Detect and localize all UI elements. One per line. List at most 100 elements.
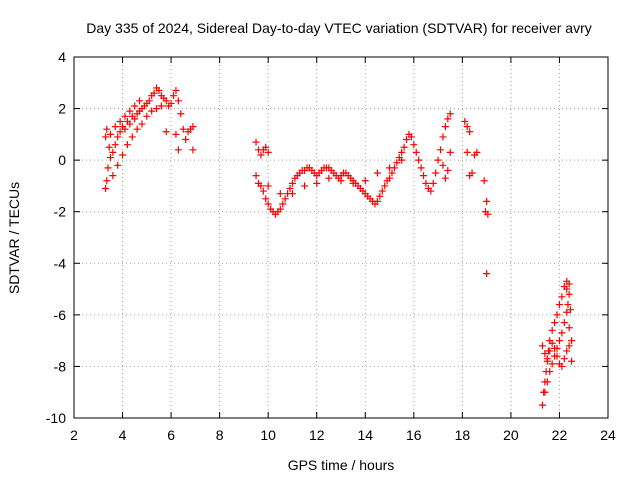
data-point bbox=[109, 172, 117, 180]
data-point bbox=[288, 179, 296, 187]
data-point bbox=[468, 169, 476, 177]
data-point bbox=[104, 164, 112, 172]
data-point bbox=[128, 133, 136, 141]
data-point bbox=[444, 115, 452, 123]
x-tick-label: 20 bbox=[503, 427, 519, 443]
data-point bbox=[463, 123, 471, 131]
data-point bbox=[361, 177, 369, 185]
data-point bbox=[563, 347, 571, 355]
data-point bbox=[412, 148, 420, 156]
data-point bbox=[111, 123, 119, 131]
data-point bbox=[136, 97, 144, 105]
data-point bbox=[398, 156, 406, 164]
tick-layer: 2 4 6 8 10 12 14 16 18 20 22 24-10-8-6-4-2024 bbox=[46, 49, 616, 443]
x-tick-label: 2 bbox=[70, 427, 78, 443]
data-point bbox=[548, 360, 556, 368]
data-point bbox=[560, 355, 568, 363]
data-point bbox=[177, 110, 185, 118]
data-point bbox=[102, 133, 110, 141]
data-point bbox=[422, 179, 430, 187]
data-point bbox=[103, 177, 111, 185]
data-point bbox=[288, 190, 296, 198]
data-point bbox=[546, 347, 554, 355]
data-point bbox=[257, 182, 265, 190]
data-point bbox=[123, 141, 131, 149]
data-point bbox=[410, 141, 418, 149]
x-tick-label: 22 bbox=[552, 427, 568, 443]
data-point bbox=[393, 159, 401, 167]
data-point bbox=[313, 179, 321, 187]
data-point bbox=[558, 362, 566, 370]
data-point bbox=[157, 102, 165, 110]
data-point bbox=[121, 112, 129, 120]
data-point bbox=[439, 133, 447, 141]
data-point bbox=[116, 117, 124, 125]
data-point bbox=[553, 352, 561, 360]
data-point bbox=[126, 120, 134, 128]
data-point bbox=[373, 197, 381, 205]
data-point bbox=[281, 195, 289, 203]
x-tick-label: 12 bbox=[309, 427, 325, 443]
data-point bbox=[386, 174, 394, 182]
y-axis-label: SDTVAR / TECUs bbox=[6, 182, 22, 294]
data-point bbox=[133, 125, 141, 133]
data-point bbox=[114, 133, 122, 141]
data-point bbox=[116, 128, 124, 136]
x-tick-label: 8 bbox=[216, 427, 224, 443]
data-point bbox=[551, 319, 559, 327]
data-point bbox=[415, 156, 423, 164]
data-point bbox=[565, 324, 573, 332]
data-point bbox=[264, 200, 272, 208]
data-point bbox=[102, 185, 110, 193]
data-point bbox=[541, 350, 549, 358]
data-point bbox=[461, 117, 469, 125]
x-tick-label: 10 bbox=[260, 427, 276, 443]
y-tick-label: -10 bbox=[46, 410, 66, 426]
data-point bbox=[400, 143, 408, 151]
data-point bbox=[150, 89, 158, 97]
data-point bbox=[446, 148, 454, 156]
data-point bbox=[427, 187, 435, 195]
data-point bbox=[301, 182, 309, 190]
data-point bbox=[179, 125, 187, 133]
x-tick-label: 18 bbox=[455, 427, 471, 443]
data-point bbox=[174, 97, 182, 105]
data-point bbox=[264, 148, 272, 156]
data-point bbox=[162, 128, 170, 136]
data-point bbox=[119, 151, 127, 159]
data-point bbox=[105, 143, 113, 151]
data-point bbox=[429, 179, 437, 187]
data-point bbox=[378, 187, 386, 195]
data-point bbox=[276, 190, 284, 198]
data-point bbox=[189, 123, 197, 131]
y-tick-label: 0 bbox=[58, 152, 66, 168]
data-point bbox=[473, 148, 481, 156]
data-point bbox=[153, 105, 161, 113]
data-point bbox=[432, 169, 440, 177]
data-point bbox=[376, 192, 384, 200]
y-tick-label: -4 bbox=[54, 255, 67, 271]
data-point bbox=[170, 92, 178, 100]
data-point bbox=[546, 368, 554, 376]
data-point bbox=[162, 97, 170, 105]
data-point bbox=[466, 128, 474, 136]
data-point bbox=[560, 319, 568, 327]
y-tick-label: -8 bbox=[54, 358, 67, 374]
data-point bbox=[446, 110, 454, 118]
data-point bbox=[386, 164, 394, 172]
data-point bbox=[420, 172, 428, 180]
y-tick-label: 4 bbox=[58, 49, 66, 65]
data-point bbox=[441, 123, 449, 131]
data-point bbox=[114, 161, 122, 169]
data-point bbox=[172, 130, 180, 138]
x-tick-label: 4 bbox=[119, 427, 127, 443]
data-point bbox=[167, 99, 175, 107]
data-point bbox=[126, 107, 134, 115]
data-point bbox=[155, 87, 163, 95]
data-point bbox=[106, 130, 114, 138]
data-point bbox=[484, 210, 492, 218]
data-point bbox=[564, 301, 572, 309]
y-tick-label: -6 bbox=[54, 307, 67, 323]
